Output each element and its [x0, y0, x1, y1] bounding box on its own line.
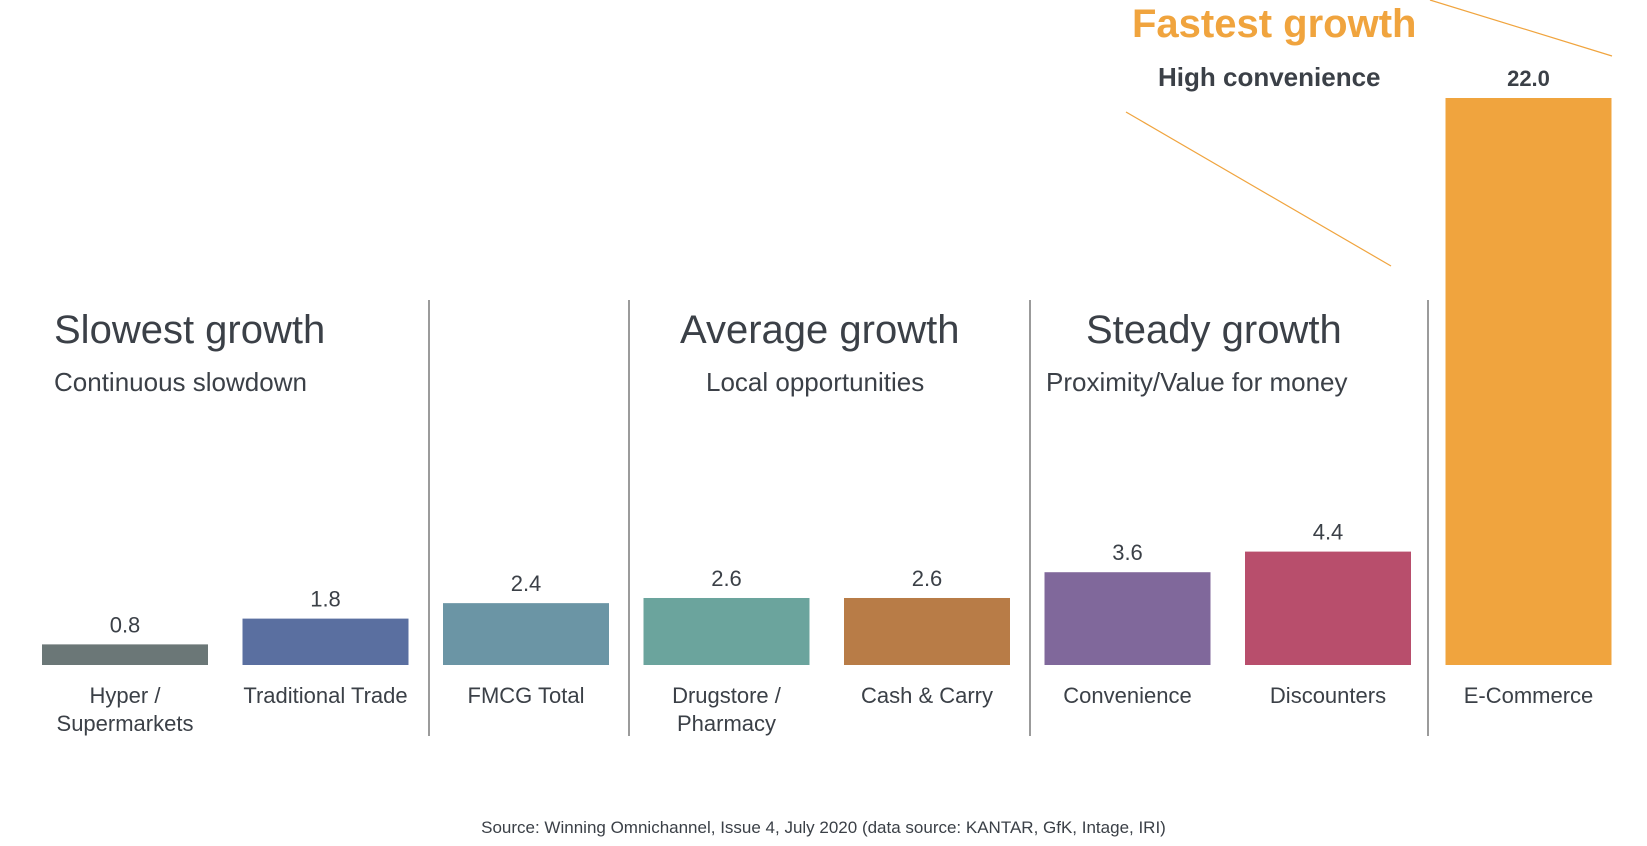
category-label-discounters: Discounters — [1270, 683, 1386, 708]
bar-hyper-supermarkets — [42, 644, 208, 665]
group-subtitle-slowest: Continuous slowdown — [54, 367, 307, 397]
source-note: Source: Winning Omnichannel, Issue 4, Ju… — [481, 818, 1166, 837]
group-title-average: Average growth — [680, 308, 960, 352]
bar-e-commerce — [1445, 98, 1612, 665]
value-label-drugstore-pharmacy: 2.6 — [711, 566, 742, 591]
bar-fmcg-total — [443, 603, 609, 665]
bar-cash-carry — [844, 597, 1010, 665]
group-subtitle-average: Local opportunities — [706, 367, 925, 397]
bar-convenience — [1044, 572, 1211, 665]
category-label-drugstore-pharmacy: Drugstore / Pharmacy — [672, 683, 782, 736]
callout-line-upper — [1429, 0, 1613, 57]
group-title-slowest: Slowest growth — [54, 308, 326, 352]
value-label-convenience: 3.6 — [1112, 540, 1143, 565]
value-label-cash-carry: 2.6 — [912, 566, 943, 591]
category-label-e-commerce: E-Commerce — [1464, 683, 1594, 708]
group-subtitle-fastest: High convenience — [1158, 62, 1381, 92]
bar-traditional-trade — [242, 618, 409, 665]
callout-line-lower — [1125, 111, 1392, 267]
group-subtitle-steady: Proximity/Value for money — [1046, 367, 1348, 397]
value-label-hyper-supermarkets: 0.8 — [110, 612, 141, 637]
value-label-e-commerce: 22.0 — [1507, 66, 1550, 91]
category-label-convenience: Convenience — [1063, 683, 1191, 708]
bar-discounters — [1245, 551, 1411, 665]
category-label-traditional-trade: Traditional Trade — [243, 683, 407, 708]
value-label-fmcg-total: 2.4 — [511, 571, 542, 596]
value-label-traditional-trade: 1.8 — [310, 587, 341, 612]
category-label-cash-carry: Cash & Carry — [861, 683, 993, 708]
value-label-discounters: 4.4 — [1313, 520, 1344, 545]
group-title-fastest: Fastest growth — [1132, 2, 1417, 46]
group-title-steady: Steady growth — [1086, 308, 1342, 352]
category-label-fmcg-total: FMCG Total — [468, 683, 585, 708]
bar-drugstore-pharmacy — [643, 597, 810, 665]
category-label-hyper-supermarkets: Hyper / Supermarkets — [57, 683, 194, 736]
